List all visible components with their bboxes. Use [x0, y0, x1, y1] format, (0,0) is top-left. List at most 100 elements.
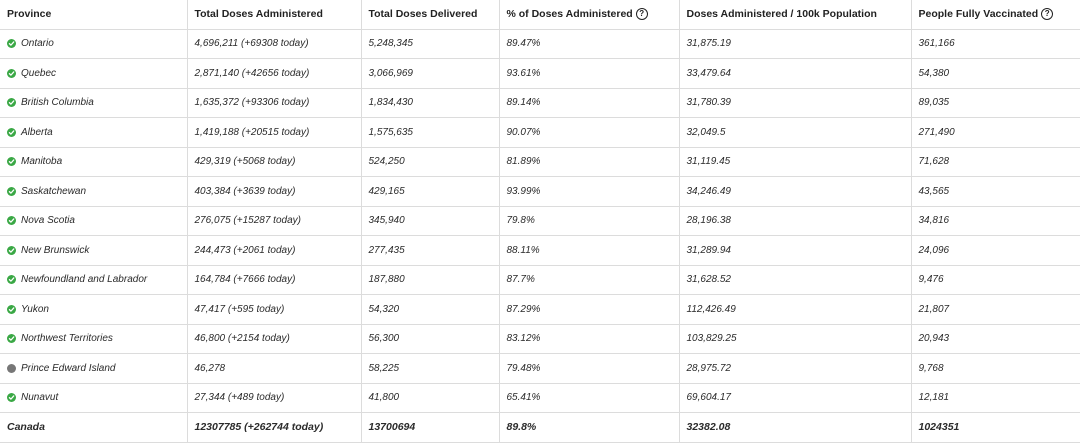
administered-cell: 429,319 (+5068 today)	[186, 146, 362, 177]
province-name: Nova Scotia	[21, 215, 75, 227]
administered-cell: 403,384 (+3639 today)	[186, 176, 362, 207]
pct-cell: 89.14%	[498, 87, 680, 118]
pct-cell: 87.7%	[498, 264, 680, 295]
delivered-cell: 524,250	[360, 146, 500, 177]
administered-cell: 4,696,211 (+69308 today)	[186, 28, 362, 59]
header-fully-vaccinated[interactable]: People Fully Vaccinated?	[910, 0, 1080, 30]
pct-cell: 83.12%	[498, 323, 680, 354]
total-fully-vaccinated: 1024351	[910, 412, 1080, 443]
status-dot-icon	[7, 363, 16, 373]
table-row: New Brunswick 244,473 (+2061 today) 277,43…	[0, 235, 1080, 266]
province-name: Yukon	[21, 303, 49, 315]
province-name: New Brunswick	[21, 244, 90, 256]
delivered-cell: 429,165	[360, 176, 500, 207]
administered-cell: 1,419,188 (+20515 today)	[186, 117, 362, 148]
table-row: British Columbia 1,635,372 (+93306 today)…	[0, 87, 1080, 118]
table-row: Manitoba 429,319 (+5068 today) 524,250 81.8…	[0, 146, 1080, 177]
table-row: Saskatchewan 403,384 (+3639 today) 429,165…	[0, 176, 1080, 207]
header-total-administered[interactable]: Total Doses Administered	[186, 0, 362, 30]
delivered-cell: 54,320	[360, 294, 500, 325]
fully-vaccinated-cell: 271,490	[910, 117, 1080, 148]
fully-vaccinated-cell: 21,807	[910, 294, 1080, 325]
table-row: Newfoundland and Labrador 164,784 (+7666 …	[0, 264, 1080, 295]
administered-cell: 47,417 (+595 today)	[186, 294, 362, 325]
pct-cell: 87.29%	[498, 294, 680, 325]
table-row: Nunavut 27,344 (+489 today) 41,800 65.41% 69…	[0, 382, 1080, 413]
pct-cell: 65.41%	[498, 382, 680, 413]
table-body: Ontario 4,696,211 (+69308 today) 5,248,345…	[0, 28, 1080, 443]
delivered-cell: 3,066,969	[360, 58, 500, 89]
province-name: Prince Edward Island	[21, 362, 116, 374]
check-circle-icon	[7, 39, 16, 49]
check-circle-icon	[7, 304, 16, 314]
per-100k-cell: 112,426.49	[678, 294, 912, 325]
delivered-cell: 56,300	[360, 323, 500, 354]
administered-cell: 244,473 (+2061 today)	[186, 235, 362, 266]
fully-vaccinated-cell: 89,035	[910, 87, 1080, 118]
help-icon[interactable]: ?	[1041, 8, 1054, 21]
check-circle-icon	[7, 275, 16, 285]
delivered-cell: 345,940	[360, 205, 500, 236]
per-100k-cell: 103,829.25	[678, 323, 912, 354]
province-name: Saskatchewan	[21, 185, 87, 197]
total-pct: 89.8%	[498, 412, 680, 443]
administered-cell: 1,635,372 (+93306 today)	[186, 87, 362, 118]
pct-cell: 90.07%	[498, 117, 680, 148]
fully-vaccinated-cell: 12,181	[910, 382, 1080, 413]
fully-vaccinated-cell: 24,096	[910, 235, 1080, 266]
province-name: Ontario	[21, 38, 54, 50]
fully-vaccinated-cell: 43,565	[910, 176, 1080, 207]
total-per-100k: 32382.08	[678, 412, 912, 443]
check-circle-icon	[7, 157, 16, 167]
per-100k-cell: 31,119.45	[678, 146, 912, 177]
delivered-cell: 41,800	[360, 382, 500, 413]
province-cell: New Brunswick	[0, 235, 188, 266]
per-100k-cell: 33,479.64	[678, 58, 912, 89]
pct-cell: 81.89%	[498, 146, 680, 177]
province-name: Alberta	[21, 126, 53, 138]
check-circle-icon	[7, 127, 16, 137]
province-name: Newfoundland and Labrador	[21, 274, 148, 286]
check-circle-icon	[7, 245, 16, 255]
check-circle-icon	[7, 334, 16, 344]
header-pct-administered[interactable]: % of Doses Administered?	[498, 0, 680, 30]
province-cell: Saskatchewan	[0, 176, 188, 207]
table-row: Prince Edward Island 46,278 58,225 79.48% 28…	[0, 353, 1080, 384]
province-cell: Manitoba	[0, 146, 188, 177]
per-100k-cell: 31,875.19	[678, 28, 912, 59]
fully-vaccinated-cell: 54,380	[910, 58, 1080, 89]
table-row: Yukon 47,417 (+595 today) 54,320 87.29% 112,…	[0, 294, 1080, 325]
province-name: Nunavut	[21, 392, 59, 404]
fully-vaccinated-cell: 9,476	[910, 264, 1080, 295]
per-100k-cell: 28,975.72	[678, 353, 912, 384]
header-per-100k[interactable]: Doses Administered / 100k Population	[678, 0, 912, 30]
table-row: Alberta 1,419,188 (+20515 today) 1,575,635…	[0, 117, 1080, 148]
per-100k-cell: 31,289.94	[678, 235, 912, 266]
per-100k-cell: 28,196.38	[678, 205, 912, 236]
total-province: Canada	[0, 412, 188, 443]
pct-cell: 93.99%	[498, 176, 680, 207]
check-circle-icon	[7, 186, 16, 196]
pct-cell: 89.47%	[498, 28, 680, 59]
administered-cell: 276,075 (+15287 today)	[186, 205, 362, 236]
delivered-cell: 5,248,345	[360, 28, 500, 59]
administered-cell: 27,344 (+489 today)	[186, 382, 362, 413]
province-name: Northwest Territories	[21, 333, 113, 345]
administered-cell: 164,784 (+7666 today)	[186, 264, 362, 295]
administered-cell: 46,800 (+2154 today)	[186, 323, 362, 354]
check-circle-icon	[7, 98, 16, 108]
check-circle-icon	[7, 216, 16, 226]
delivered-cell: 1,834,430	[360, 87, 500, 118]
table-row: Ontario 4,696,211 (+69308 today) 5,248,345…	[0, 28, 1080, 59]
total-row: Canada 12307785 (+262744 today) 13700694 89…	[0, 412, 1080, 443]
province-cell: Nova Scotia	[0, 205, 188, 236]
table-row: Northwest Territories 46,800 (+2154 today…	[0, 323, 1080, 354]
total-delivered: 13700694	[360, 412, 500, 443]
fully-vaccinated-cell: 71,628	[910, 146, 1080, 177]
administered-cell: 2,871,140 (+42656 today)	[186, 58, 362, 89]
help-icon[interactable]: ?	[635, 8, 648, 21]
header-total-delivered[interactable]: Total Doses Delivered	[360, 0, 500, 30]
header-province[interactable]: Province	[0, 0, 188, 30]
per-100k-cell: 32,049.5	[678, 117, 912, 148]
